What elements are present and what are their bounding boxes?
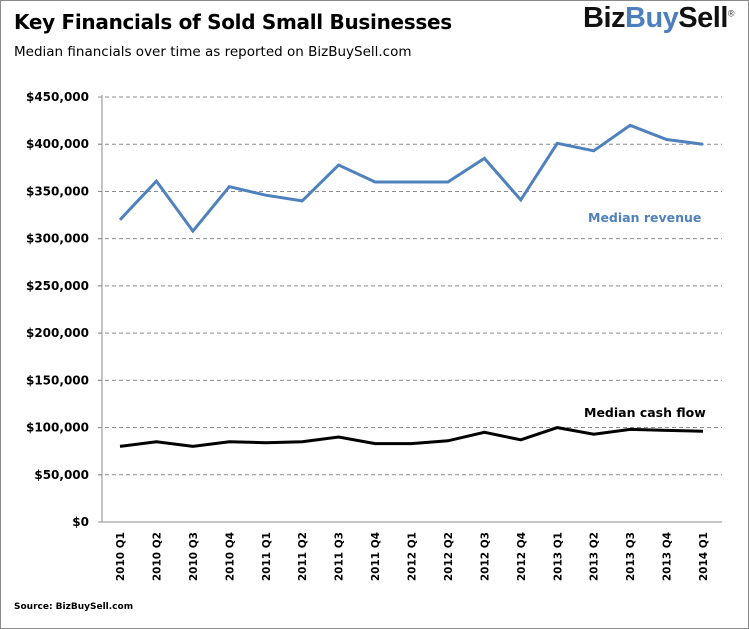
axes <box>101 95 722 523</box>
median-revenue-label: Median revenue <box>588 210 701 225</box>
x-tick-label: 2011 Q3 <box>334 532 346 581</box>
x-tick-label: 2012 Q1 <box>407 532 419 581</box>
y-tick-label: $300,000 <box>26 232 89 246</box>
source-note: Source: BizBuySell.com <box>14 602 134 612</box>
y-tick-label: $250,000 <box>26 279 89 293</box>
y-tick-label: $100,000 <box>26 421 89 435</box>
y-tick-label: $0 <box>72 515 89 529</box>
x-tick-label: 2010 Q4 <box>224 532 236 581</box>
chart-subtitle: Median financials over time as reported … <box>14 44 412 60</box>
x-axis-ticks: 2010 Q1 2010 Q2 2010 Q3 2010 Q4 2011 Q1 2011 … <box>115 532 710 581</box>
x-tick-label: 2014 Q1 <box>698 532 710 581</box>
median-cash-flow-label: Median cash flow <box>584 405 706 420</box>
y-axis-ticks: $0 $50,000 $100,000 $150,000 $200,000 $250,00… <box>26 90 102 529</box>
x-tick-label: 2013 Q1 <box>552 532 564 581</box>
y-tick-label: $50,000 <box>34 468 89 482</box>
x-tick-label: 2013 Q2 <box>589 532 601 581</box>
x-tick-label: 2011 Q1 <box>261 532 273 581</box>
x-tick-label: 2013 Q3 <box>625 532 637 581</box>
x-tick-label: 2012 Q3 <box>479 532 491 581</box>
gridlines <box>98 96 722 476</box>
y-tick-label: $200,000 <box>26 326 89 340</box>
logo-buy: Buy <box>625 2 679 34</box>
y-tick-label: $450,000 <box>26 90 89 104</box>
y-tick-label: $150,000 <box>26 373 89 387</box>
logo-sell: Sell <box>678 2 728 34</box>
series-lines <box>118 123 704 448</box>
bizbuysell-logo: BizBuySell® <box>583 2 735 35</box>
x-tick-label: 2010 Q3 <box>188 532 200 581</box>
x-tick-label: 2011 Q4 <box>370 532 382 581</box>
chart-title: Key Financials of Sold Small Businesses <box>14 10 452 34</box>
x-tick-label: 2010 Q1 <box>115 532 127 581</box>
y-tick-label: $400,000 <box>26 137 89 151</box>
x-tick-label: 2012 Q2 <box>443 532 455 581</box>
x-tick-label: 2011 Q2 <box>297 532 309 581</box>
registered-mark: ® <box>727 8 735 19</box>
x-tick-label: 2012 Q4 <box>516 532 528 581</box>
y-tick-label: $350,000 <box>26 184 89 198</box>
x-tick-label: 2010 Q2 <box>151 532 163 581</box>
logo-biz: Biz <box>583 2 626 34</box>
x-tick-label: 2013 Q4 <box>662 532 674 581</box>
